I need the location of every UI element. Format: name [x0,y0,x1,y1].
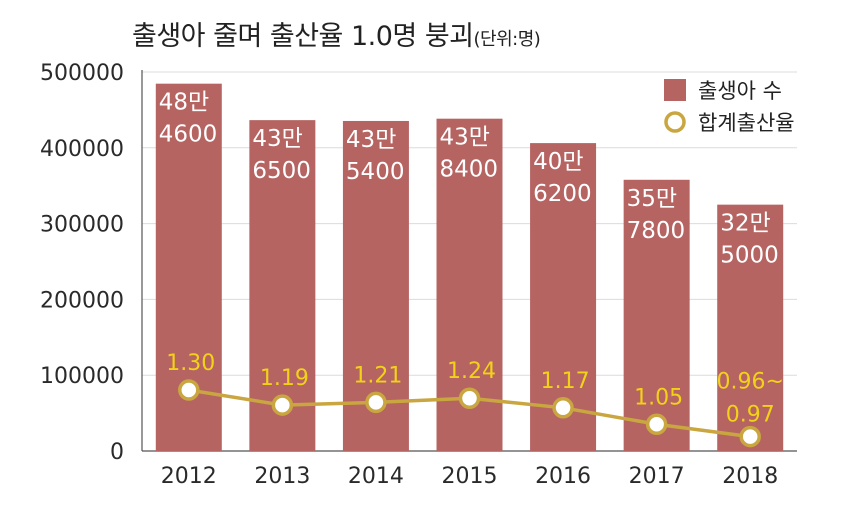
bar-value-label: 6500 [252,158,311,184]
x-tick-label: 2012 [161,464,217,489]
rate-point [271,394,294,416]
x-tick-label: 2017 [629,464,685,489]
y-tick-label: 0 [110,440,124,465]
legend-swatch-rate [664,111,686,133]
rate-point [458,387,481,409]
chart-title-text: 출생아 줄며 출산율 1.0명 붕괴 [132,21,474,52]
bar-value-label: 6200 [533,181,592,207]
bar-value-label: 35만 [627,186,677,212]
x-tick-label: 2018 [722,464,778,489]
rate-value-label: 0.97 [726,403,775,428]
rate-value-label: 0.96~ [717,370,784,395]
bar-value-label: 7800 [627,218,686,244]
bar-value-label: 8400 [440,157,499,183]
bar [623,179,690,451]
rate-point [178,379,200,401]
rate-point [552,397,574,419]
rate-value-label: 1.19 [260,366,309,391]
bar-value-label: 43만 [440,125,490,151]
rate-value-label: 1.21 [353,363,402,388]
rate-point [645,413,668,435]
rate-point [739,425,761,448]
x-tick-label: 2016 [535,464,591,489]
chart-title: 출생아 줄며 출산율 1.0명 붕괴(단위:명) [132,14,541,53]
legend-swatch-births [664,79,686,101]
bar-value-label: 48만 [159,90,209,116]
x-tick-label: 2014 [348,464,404,489]
rate-value-label: 1.17 [541,369,590,394]
bar-value-label: 4600 [159,122,218,148]
rate-value-label: 1.05 [634,385,683,410]
chart-unit-note: (단위:명) [473,29,541,50]
rate-point [365,391,387,414]
x-tick-label: 2015 [442,464,498,489]
y-tick-label: 100000 [40,364,124,389]
rate-value-label: 1.30 [166,351,215,376]
y-tick-label: 200000 [40,288,124,313]
bar-value-label: 43만 [252,126,302,152]
rate-value-label: 1.24 [447,359,496,384]
y-tick-label: 500000 [40,61,124,86]
bar-value-label: 5000 [720,243,779,269]
legend-label-rate: 합계출산율 [698,111,795,135]
bar-value-label: 43만 [346,127,396,153]
x-tick-label: 2013 [254,464,310,489]
bar [717,204,784,451]
bar-value-label: 40만 [533,149,583,175]
bar-value-label: 32만 [720,211,770,237]
y-tick-label: 400000 [40,137,124,162]
y-tick-label: 300000 [40,213,124,238]
bar-value-label: 5400 [346,159,405,185]
legend-label-births: 출생아 수 [698,79,782,103]
